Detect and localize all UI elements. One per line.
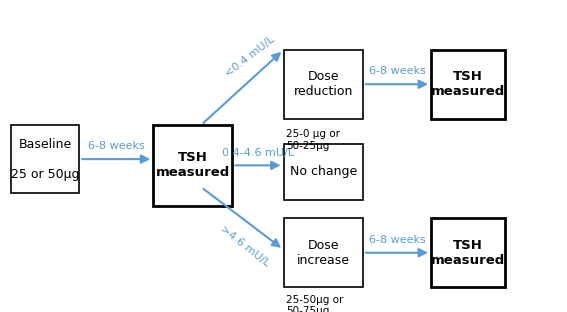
FancyBboxPatch shape bbox=[431, 218, 505, 287]
Text: TSH
measured: TSH measured bbox=[431, 239, 505, 267]
FancyBboxPatch shape bbox=[284, 218, 363, 287]
Text: >4.6 mU/L: >4.6 mU/L bbox=[218, 224, 271, 268]
Text: <0.4 mU/L: <0.4 mU/L bbox=[224, 34, 277, 79]
Text: 0.4-4.6 mU/L: 0.4-4.6 mU/L bbox=[222, 148, 294, 158]
FancyBboxPatch shape bbox=[153, 125, 232, 206]
FancyBboxPatch shape bbox=[11, 125, 79, 193]
Text: 25-0 μg or
50-25μg: 25-0 μg or 50-25μg bbox=[286, 129, 340, 151]
Text: TSH
measured: TSH measured bbox=[156, 151, 230, 179]
FancyBboxPatch shape bbox=[431, 50, 505, 119]
Text: 6-8 weeks: 6-8 weeks bbox=[369, 235, 425, 245]
Text: No change: No change bbox=[290, 165, 357, 178]
FancyBboxPatch shape bbox=[284, 50, 363, 119]
Text: TSH
measured: TSH measured bbox=[431, 70, 505, 98]
Text: Dose
increase: Dose increase bbox=[297, 239, 350, 267]
FancyBboxPatch shape bbox=[284, 144, 363, 200]
Text: 25-50μg or
50-75μg: 25-50μg or 50-75μg bbox=[286, 295, 344, 312]
Text: 6-8 weeks: 6-8 weeks bbox=[369, 66, 425, 76]
Text: Baseline

25 or 50μg: Baseline 25 or 50μg bbox=[11, 138, 79, 181]
Text: 6-8 weeks: 6-8 weeks bbox=[88, 141, 145, 151]
Text: Dose
reduction: Dose reduction bbox=[294, 70, 353, 98]
